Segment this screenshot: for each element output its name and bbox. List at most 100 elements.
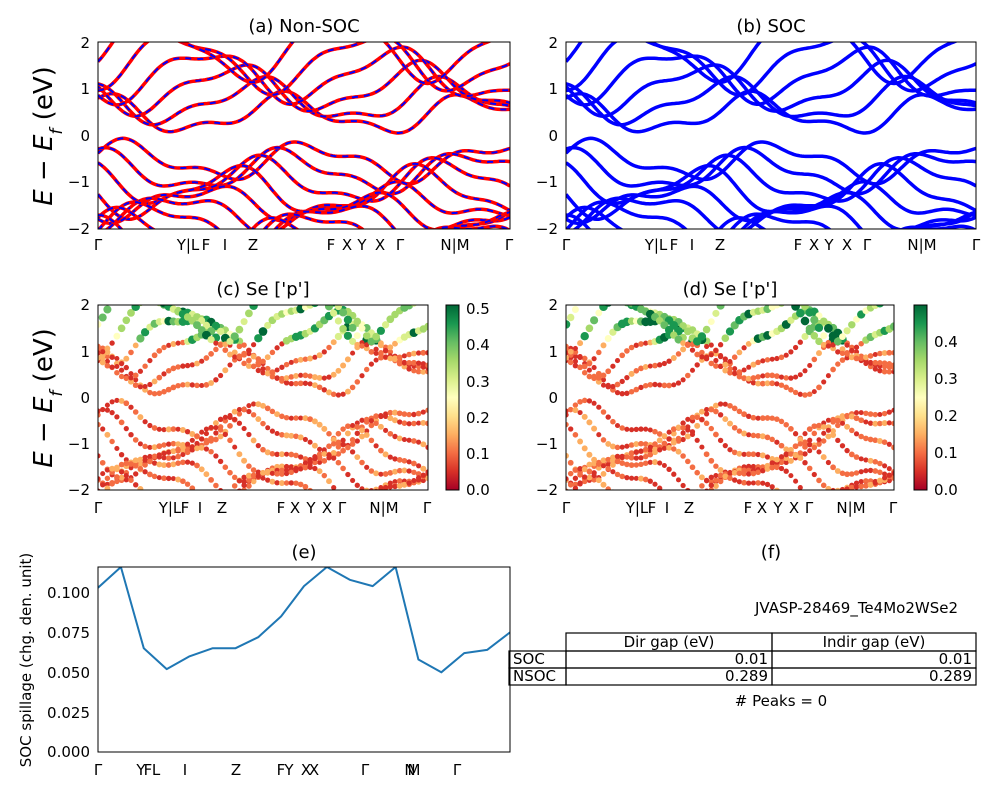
band-line <box>566 200 976 229</box>
projection-point <box>279 375 285 382</box>
projection-point <box>657 485 663 490</box>
projection-point <box>161 450 167 457</box>
projection-point <box>123 279 130 286</box>
projection-point <box>203 471 210 478</box>
projection-point <box>782 292 790 300</box>
panel-d-colorbar-ticks: 0.4 0.3 0.2 0.1 0.0 <box>934 333 958 499</box>
projection-point <box>377 423 384 430</box>
projection-point <box>802 491 808 497</box>
projection-point <box>633 475 639 481</box>
projection-point <box>208 424 214 430</box>
projection-point <box>392 409 398 416</box>
projection-point <box>577 354 583 360</box>
panel-b-ytick: 1 <box>548 80 558 98</box>
projection-point <box>853 484 860 490</box>
projection-point <box>703 420 710 427</box>
projection-point <box>283 480 290 486</box>
projection-point <box>858 483 864 490</box>
projection-point <box>891 420 894 427</box>
projection-point <box>858 456 864 462</box>
projection-point <box>779 493 785 499</box>
projection-point <box>614 444 621 451</box>
projection-point <box>647 451 654 458</box>
projection-point <box>189 437 195 443</box>
band-line <box>98 45 510 106</box>
projection-point <box>666 436 672 442</box>
projection-point <box>354 420 360 426</box>
projection-point <box>406 421 412 427</box>
projection-point <box>568 426 574 432</box>
band-line <box>98 162 510 221</box>
projection-point <box>411 420 417 427</box>
projection-point <box>288 432 295 439</box>
projection-point <box>820 438 827 444</box>
projection-point <box>401 481 408 488</box>
projection-point <box>132 409 139 415</box>
projection-point <box>595 461 602 467</box>
projection-point <box>816 437 822 443</box>
projection-point <box>582 474 588 480</box>
projection-point <box>773 487 780 490</box>
projection-point <box>642 453 649 460</box>
projection-point <box>156 296 163 303</box>
projection-point <box>136 334 145 343</box>
projection-point <box>755 415 761 421</box>
projection-point <box>142 383 148 390</box>
projection-point <box>783 375 789 381</box>
projection-point <box>704 343 710 349</box>
projection-point <box>255 356 262 362</box>
projection-point <box>628 388 635 395</box>
projection-point <box>642 460 649 466</box>
projection-point <box>204 515 209 520</box>
projection-point <box>750 432 757 439</box>
projection-point <box>618 290 627 299</box>
panel-a-ytick: 2 <box>80 34 90 52</box>
projection-point <box>830 416 836 423</box>
projection-point <box>274 480 280 486</box>
panel-e-xtick: L <box>152 761 161 779</box>
projection-point <box>288 374 295 380</box>
projection-point <box>821 379 827 385</box>
projection-point <box>835 349 841 355</box>
projection-point <box>343 331 353 340</box>
projection-point <box>708 482 714 488</box>
projection-point <box>713 408 719 415</box>
projection-point <box>175 446 181 453</box>
projection-point <box>801 332 809 341</box>
projection-point <box>354 430 360 436</box>
projection-point <box>156 475 162 481</box>
projection-point <box>246 403 252 409</box>
projection-point <box>661 433 668 440</box>
projection-point <box>354 508 360 514</box>
projection-point <box>600 342 607 349</box>
projection-point <box>741 430 748 437</box>
projection-point <box>411 460 417 467</box>
projection-point <box>264 354 271 361</box>
projection-point <box>170 426 177 432</box>
projection-point <box>816 384 822 391</box>
panel-e-xtick: F <box>144 761 153 779</box>
projection-point <box>128 477 134 483</box>
projection-point <box>420 441 427 448</box>
projection-point <box>179 427 186 433</box>
projection-point <box>350 477 356 483</box>
projection-point <box>212 420 219 427</box>
projection-point <box>680 377 686 383</box>
projection-point <box>278 463 285 470</box>
projection-point <box>123 460 130 467</box>
projection-point <box>330 391 337 398</box>
projection-point <box>156 374 163 381</box>
panel-e: (e) SOC spillage (chg. den. unit) 0.100 … <box>17 542 511 779</box>
projection-point <box>166 449 172 455</box>
projection-point <box>731 354 738 360</box>
projection-point <box>406 411 412 418</box>
projection-point <box>166 441 172 447</box>
projection-point <box>326 374 332 380</box>
projection-point <box>123 477 129 483</box>
projection-point <box>722 442 728 449</box>
projection-point <box>835 361 841 367</box>
projection-point <box>368 437 375 444</box>
panel-c-ytick: 2 <box>80 296 90 314</box>
gap-table-dir-value: 0.289 <box>725 667 768 685</box>
projection-point <box>401 467 408 474</box>
